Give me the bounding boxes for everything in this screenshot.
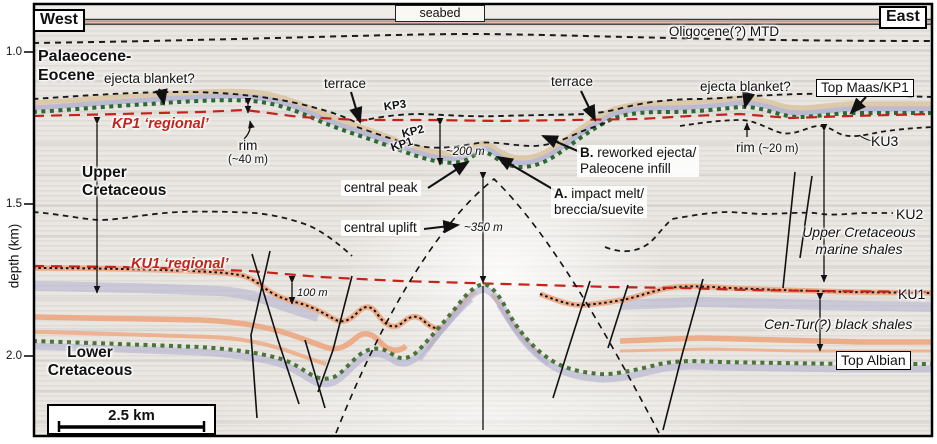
rim-east-word: rim [736,140,755,155]
reworked-ejecta-prefix: B. [580,145,594,160]
palaeocene-line2: Eocene [38,66,95,84]
terrace-east-label: terrace [551,74,594,89]
seismic-texture [35,5,932,436]
central-uplift-label: central uplift [341,220,420,236]
upper-cretaceous-label: Upper Cretaceous [82,164,166,201]
west-label: West [33,9,85,32]
measure-200m-label: ~200 m [446,146,485,158]
palaeocene-eocene-label: Palaeocene- Eocene [38,48,131,86]
reworked-ejecta-label: B. reworked ejecta/ Paleocene infill [577,145,700,177]
ku2-label: KU2 [896,206,924,222]
reworked-ejecta-line2: Paleocene infill [580,160,671,176]
upper-cretaceous-line2: Cretaceous [82,182,167,200]
east-label: East [879,6,927,29]
palaeocene-line1: Palaeocene- [38,48,132,65]
ku1-label: KU1 [898,286,926,302]
impact-melt-line2: breccia/suevite [554,201,645,217]
reworked-ejecta-line1: B. reworked ejecta/ [580,145,696,161]
depth-tick-1_0: 1.0 [6,46,22,58]
reworked-ejecta-text1: reworked ejecta/ [593,145,697,160]
marine-shales-label: Upper Cretaceous marine shales [788,224,930,257]
ejecta-blanket-west-label: ejecta blanket? [104,71,195,86]
marine-shales-line2: marine shales [815,240,903,257]
seabed-label: seabed [395,5,485,22]
upper-cretaceous-line1: Upper [82,164,127,181]
scale-bar-label: 2.5 km [108,407,155,424]
ku1-regional-label: KU1 ‘regional’ [131,256,229,272]
cen-tur-label: Cen-Tur(?) black shales [764,316,913,332]
rim-west-amount: (~40 m) [228,153,268,166]
top-maas-kp1-label: Top Maas/KP1 [816,79,914,97]
central-peak-label: central peak [341,180,421,196]
rim-west-label: rim (~40 m) [216,138,280,167]
depth-axis-label: depth (km) [6,223,22,289]
oligocene-mtd-label: Oligocene(?) MTD [668,24,780,39]
terrace-west-label: terrace [324,76,367,91]
rim-east-label: rim (~20 m) [736,140,798,157]
measure-350m-label: ~350 m [464,222,503,234]
impact-melt-label: A. impact melt/ breccia/suevite [551,186,648,218]
top-albian-label: Top Albian [836,351,911,370]
rim-east-amount: (~20 m) [758,143,799,155]
scale-bar: 2.5 km [47,404,216,435]
impact-melt-line1: A. impact melt/ [554,186,644,202]
kp1-regional-label: KP1 ‘regional’ [112,116,209,132]
depth-tick-2_0: 2.0 [6,350,22,362]
axis-tick-marks [24,51,33,357]
ejecta-blanket-east-label: ejecta blanket? [700,79,791,94]
lower-cretaceous-line2: Cretaceous [47,362,133,380]
rim-west-word: rim [238,138,258,153]
measure-100m-label: 100 m [297,287,328,299]
impact-melt-prefix: A. [554,186,568,201]
ku3-label: KU3 [871,133,899,149]
impact-melt-text1: impact melt/ [567,186,645,201]
lower-cretaceous-label: Lower Cretaceous [44,344,136,381]
marine-shales-line1: Upper Cretaceous [802,224,916,240]
depth-tick-1_5: 1.5 [6,198,22,210]
lower-cretaceous-line1: Lower [67,344,113,361]
